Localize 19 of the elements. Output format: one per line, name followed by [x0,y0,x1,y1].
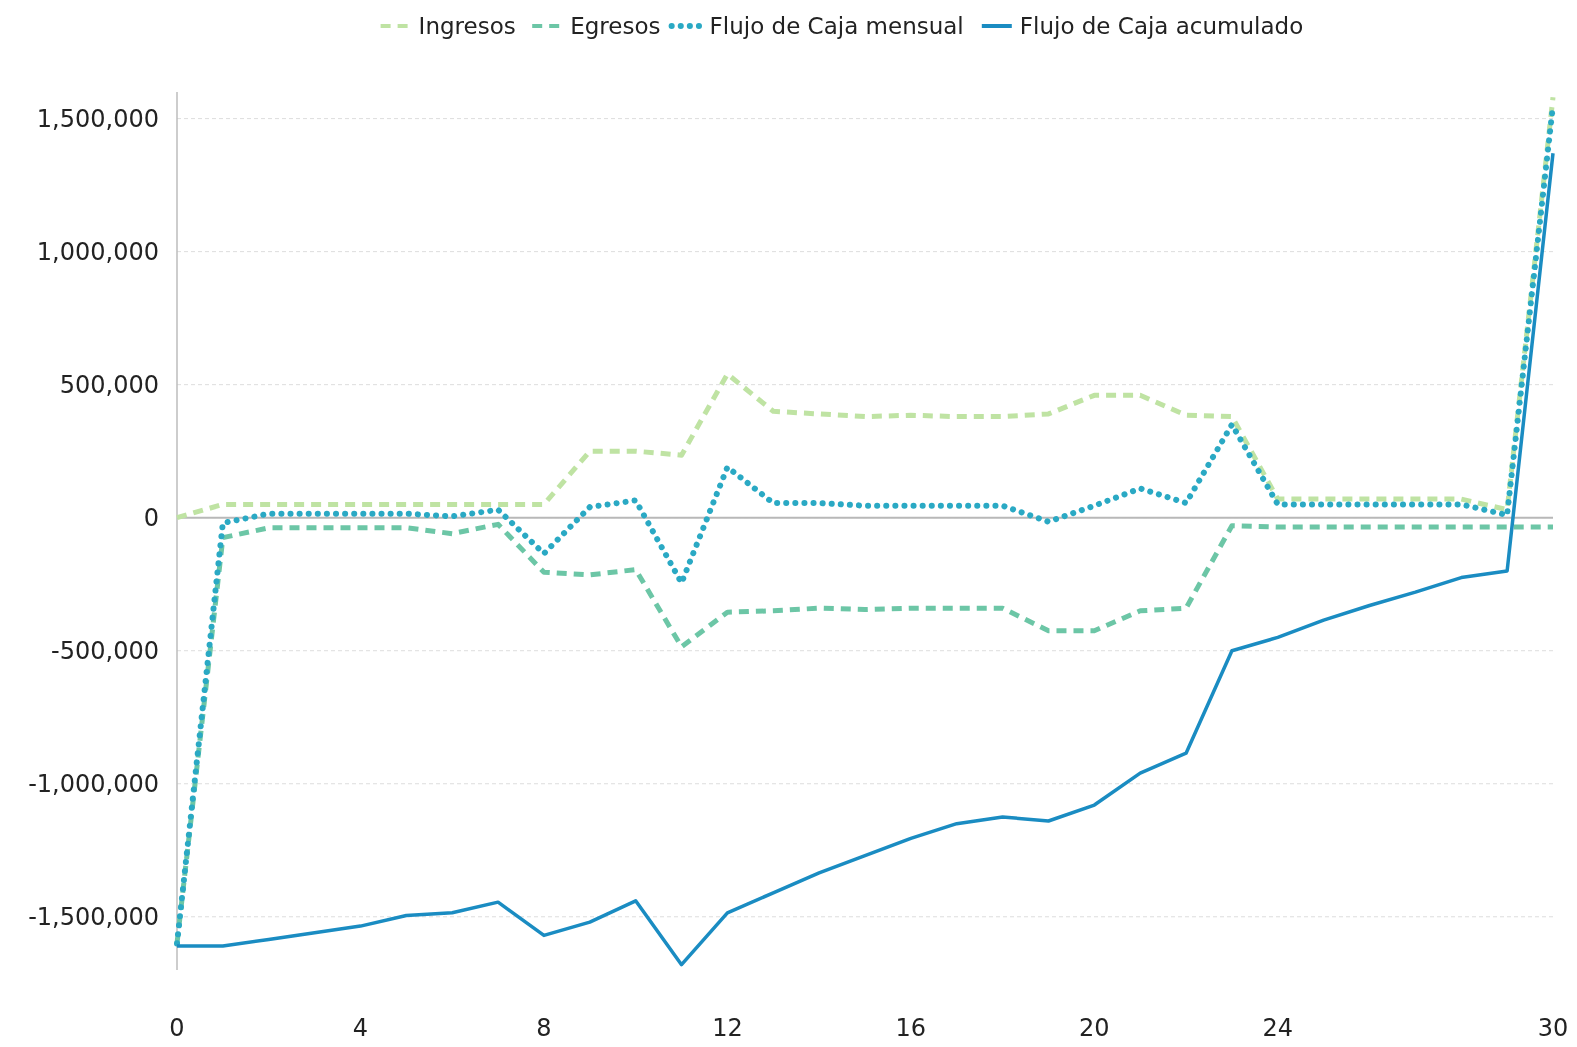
legend-label: Flujo de Caja acumulado [1019,13,1304,39]
legend-label: Ingresos [418,13,516,39]
x-tick-label: 30 [1537,1014,1569,1042]
x-tick-label: 12 [712,1014,743,1042]
y-tick-label: -500,000 [51,637,159,666]
x-tick-label: 20 [1079,1014,1110,1042]
x-tick-label: 4 [352,1014,369,1042]
legend-label: Flujo de Caja mensual [709,13,964,39]
y-tick-label: 1,000,000 [36,238,159,267]
y-tick-label: 500,000 [59,371,159,400]
x-tick-label: 0 [169,1014,185,1042]
legend-label: Egresos [570,13,661,39]
x-tick-label: 24 [1262,1014,1294,1042]
y-tick-label: 0 [143,504,159,533]
x-tick-label: 16 [895,1014,927,1042]
y-tick-label: -1,500,000 [28,903,159,932]
y-tick-label: 1,500,000 [36,105,159,134]
x-tick-label: 8 [536,1014,552,1042]
y-tick-label: -1,000,000 [28,770,159,799]
